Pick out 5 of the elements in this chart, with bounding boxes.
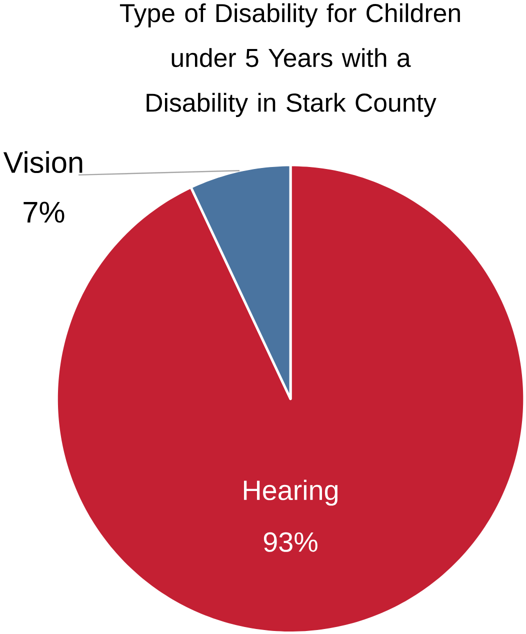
slice-label: Hearing <box>244 480 338 506</box>
data-label: 7% <box>24 202 64 223</box>
slice-label: Vision <box>4 151 82 174</box>
data-label: 93% <box>264 532 318 552</box>
chart-title: Type of Disability for Children under 5 Years with a Disability in Stark County <box>120 3 460 117</box>
